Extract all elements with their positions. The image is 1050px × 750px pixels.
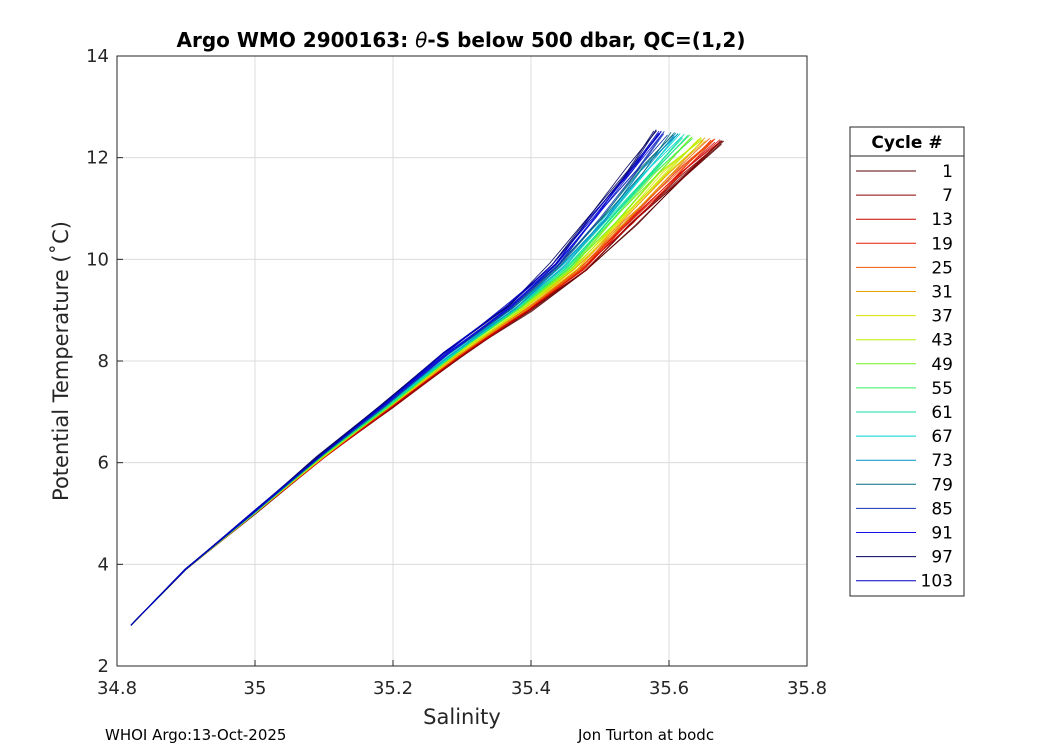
profile-line-cycle-79 bbox=[130, 134, 674, 626]
y-axis-ticks: 2 4 6 8 10 12 14 bbox=[86, 46, 123, 677]
legend-label-1: 1 bbox=[942, 162, 953, 182]
chart-title-theta: θ bbox=[415, 28, 427, 52]
profile-line-cycle-85 bbox=[130, 133, 665, 626]
y-tick-label: 4 bbox=[98, 554, 109, 575]
legend-label-13: 13 bbox=[931, 210, 953, 230]
legend-label-73: 73 bbox=[931, 451, 953, 471]
profile-line-cycle-85 bbox=[130, 134, 668, 626]
footer-source: WHOI Argo:13-Oct-2025 bbox=[105, 726, 287, 744]
profile-line-cycle-91 bbox=[130, 131, 662, 626]
chart-title: Argo WMO 2900163: θ-S below 500 dbar, QC… bbox=[177, 28, 746, 52]
legend-label-37: 37 bbox=[931, 307, 953, 327]
legend-label-7: 7 bbox=[942, 186, 953, 206]
y-tick-label: 8 bbox=[98, 351, 109, 372]
y-axis-label: Potential Temperature (˚C) bbox=[49, 221, 73, 501]
grid-lines bbox=[117, 56, 807, 666]
profile-line-cycle-73 bbox=[130, 136, 675, 626]
profile-line-cycle-79 bbox=[130, 131, 672, 626]
legend-label-55: 55 bbox=[931, 379, 953, 399]
x-axis-label: Salinity bbox=[423, 705, 501, 729]
profile-line-cycle-73 bbox=[130, 132, 677, 626]
profile-line-cycle-79 bbox=[130, 132, 675, 626]
y-tick-label: 12 bbox=[86, 148, 109, 169]
legend-label-67: 67 bbox=[931, 427, 953, 447]
profile-line-cycle-67 bbox=[130, 133, 681, 626]
y-tick-label: 2 bbox=[98, 656, 109, 677]
x-tick-label: 35.2 bbox=[373, 678, 413, 699]
profile-lines bbox=[130, 129, 724, 626]
profile-line-cycle-61 bbox=[130, 135, 688, 626]
legend-label-25: 25 bbox=[931, 258, 953, 278]
chart-title-suffix: -S below 500 dbar, QC=(1,2) bbox=[427, 28, 745, 52]
legend-label-103: 103 bbox=[921, 572, 953, 592]
legend-title: Cycle # bbox=[871, 133, 942, 153]
legend-label-49: 49 bbox=[931, 355, 953, 375]
profile-line-cycle-91 bbox=[130, 133, 661, 626]
legend: Cycle # 1 7 13 19 25 31 37 43 49 55 61 67 73 79 85 91 97… bbox=[849, 126, 965, 597]
legend-entries: 1 7 13 19 25 31 37 43 49 55 61 67 73 79 85 91 97 103 bbox=[856, 162, 953, 592]
profile-line-cycle-103 bbox=[130, 132, 659, 626]
x-tick-label: 35.8 bbox=[787, 678, 827, 699]
legend-label-85: 85 bbox=[931, 499, 953, 519]
y-tick-label: 14 bbox=[86, 46, 109, 67]
legend-label-31: 31 bbox=[931, 283, 953, 303]
x-tick-label: 34.8 bbox=[97, 678, 137, 699]
profile-line-cycle-85 bbox=[130, 131, 665, 626]
legend-label-19: 19 bbox=[931, 234, 953, 254]
chart-title-prefix: Argo WMO 2900163: bbox=[177, 28, 416, 52]
profile-line-cycle-91 bbox=[130, 133, 663, 626]
profile-line-cycle-97 bbox=[130, 130, 657, 626]
x-tick-label: 35.4 bbox=[511, 678, 551, 699]
x-tick-label: 35 bbox=[244, 678, 267, 699]
x-tick-label: 35.6 bbox=[649, 678, 689, 699]
legend-label-61: 61 bbox=[931, 403, 953, 423]
legend-label-97: 97 bbox=[931, 548, 953, 568]
profile-line-cycle-103 bbox=[130, 130, 660, 626]
legend-label-79: 79 bbox=[931, 475, 953, 495]
legend-label-43: 43 bbox=[931, 331, 953, 351]
y-tick-label: 6 bbox=[98, 453, 109, 474]
x-axis-ticks: 34.8 35 35.2 35.4 35.6 35.8 bbox=[97, 660, 827, 699]
y-tick-label: 10 bbox=[86, 249, 109, 270]
legend-box bbox=[849, 126, 965, 597]
legend-label-91: 91 bbox=[931, 524, 953, 544]
footer-author: Jon Turton at bodc bbox=[578, 726, 715, 744]
profile-line-cycle-103 bbox=[130, 130, 662, 626]
profile-line-cycle-55 bbox=[130, 134, 689, 626]
